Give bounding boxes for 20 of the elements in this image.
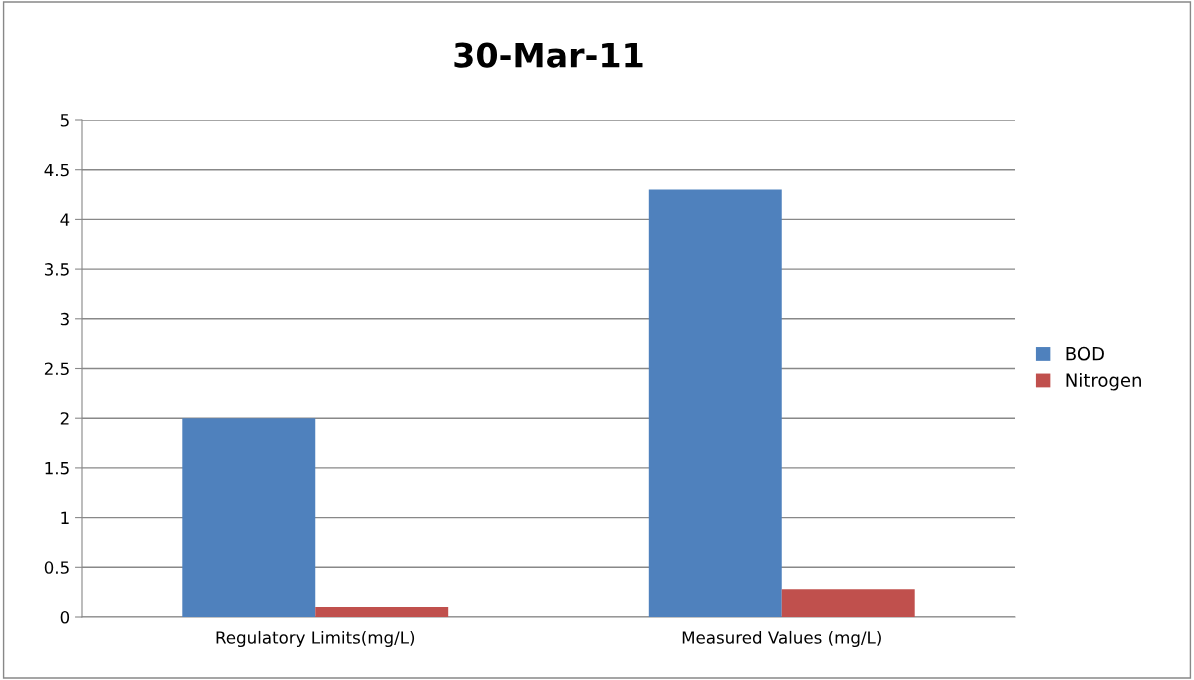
bar [315,607,449,617]
bar [781,589,915,617]
y-tick-label: 2 [60,412,69,425]
bar [182,418,316,617]
y-tick-label: 4.5 [44,163,69,177]
y-tick-label: 0.5 [44,561,69,574]
y-tick-label: 4 [60,213,70,226]
legend-label: BOD [1066,346,1104,361]
x-tick-label: Regulatory Limits(mg/L) [216,630,415,648]
y-tick-label: 5 [60,114,69,127]
chart-title: 30-Mar-11 [454,42,643,68]
legend-label: Nitrogen [1066,373,1141,391]
y-tick-label: 3.5 [44,263,69,276]
y-tick-label: 1 [61,511,69,524]
x-tick-label: Measured Values (mg/L) [682,630,881,648]
y-tick-label: 1.5 [45,462,69,475]
y-tick-label: 0 [60,610,70,624]
y-tick-label: 2.5 [44,362,69,376]
y-tick-label: 3 [60,312,69,326]
bar [648,189,782,617]
